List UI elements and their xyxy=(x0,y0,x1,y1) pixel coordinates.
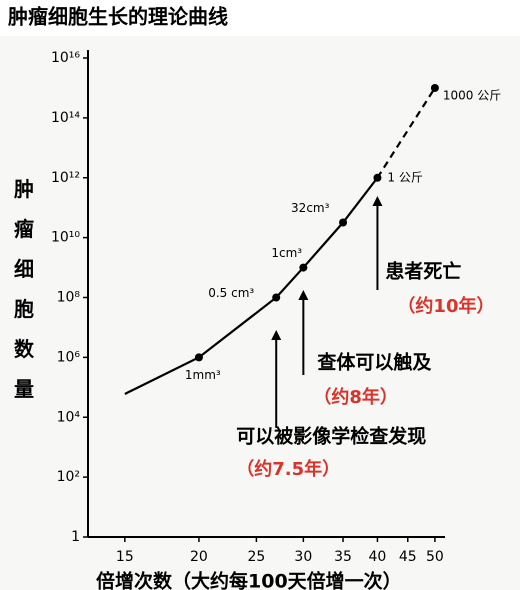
y-tick-label: 10⁶ xyxy=(57,349,81,365)
annotation-arrowhead xyxy=(372,196,383,206)
annotation-note: （约8年） xyxy=(313,386,398,408)
y-tick-label: 10² xyxy=(57,469,80,485)
annotation-note: （约7.5年） xyxy=(236,458,340,480)
x-tick-label: 15 xyxy=(116,549,134,565)
title-bar xyxy=(0,0,520,36)
point-label: 1000 公斤 xyxy=(443,88,501,102)
point-label: 0.5 cm³ xyxy=(208,286,254,300)
x-tick-label: 35 xyxy=(334,549,352,565)
annotation-note: （约10年） xyxy=(397,295,494,317)
y-tick-label: 10⁸ xyxy=(57,290,81,306)
x-axis-label: 倍增次数（大约每100天倍增一次） xyxy=(96,570,402,590)
y-axis-label: 肿瘤细胞数量 xyxy=(14,177,35,401)
annotation-text: 可以被影像学检查发现 xyxy=(236,425,426,448)
y-tick-label: 10¹⁰ xyxy=(51,230,80,246)
x-tick-label: 40 xyxy=(369,549,387,565)
annotation-arrowhead xyxy=(298,290,309,300)
annotation-text: 查体可以触及 xyxy=(316,351,432,374)
line-series xyxy=(376,87,436,179)
point-label: 1mm³ xyxy=(185,368,221,382)
annotation-text: 患者死亡 xyxy=(385,260,461,283)
annotation-arrowhead xyxy=(271,330,282,340)
x-tick-label: 45 xyxy=(399,549,417,565)
data-point xyxy=(430,83,439,92)
data-point xyxy=(194,353,203,362)
point-label: 1cm³ xyxy=(271,246,302,260)
data-point xyxy=(299,263,308,272)
data-point xyxy=(272,293,281,302)
x-tick-label: 30 xyxy=(294,549,312,565)
chart-title: 肿瘤细胞生长的理论曲线 xyxy=(8,5,228,29)
x-tick-label: 50 xyxy=(426,549,444,565)
y-tick-label: 10¹⁶ xyxy=(51,50,80,66)
x-tick-label: 20 xyxy=(190,549,208,565)
point-label: 1 公斤 xyxy=(387,170,422,184)
point-label: 32cm³ xyxy=(291,201,330,215)
y-tick-label: 1 xyxy=(71,529,80,545)
y-tick-label: 10¹² xyxy=(51,170,80,186)
y-tick-label: 10⁴ xyxy=(57,409,81,425)
y-tick-label: 10¹⁴ xyxy=(51,110,80,126)
x-tick-label: 25 xyxy=(247,549,265,565)
line-series xyxy=(124,177,379,395)
data-point xyxy=(373,173,382,182)
data-point xyxy=(339,218,348,227)
